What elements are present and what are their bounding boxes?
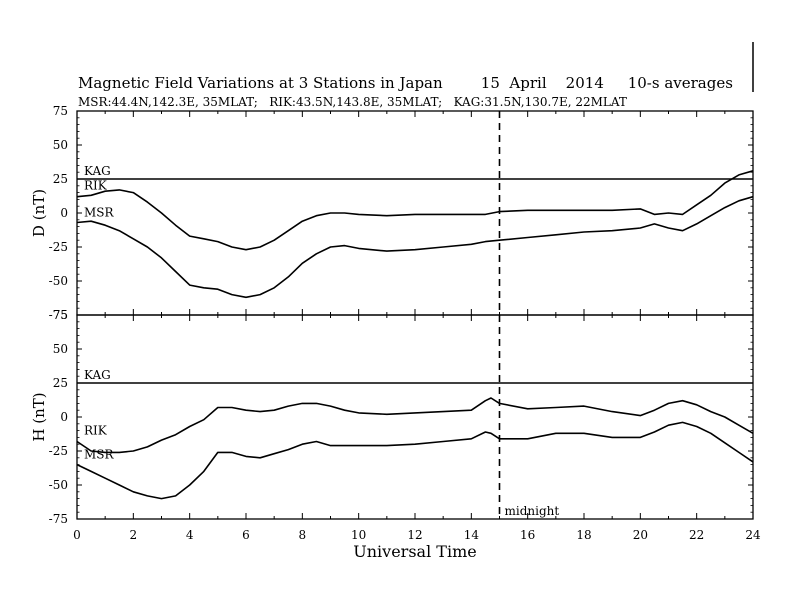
x-tick-label: 10 xyxy=(351,528,366,542)
y-tick-label: -75 xyxy=(49,308,68,322)
series-label-msr: MSR xyxy=(84,448,115,462)
chart-title: Magnetic Field Variations at 3 Stations … xyxy=(78,74,733,92)
series-label-msr: MSR xyxy=(84,206,115,220)
x-tick-label: 22 xyxy=(689,528,704,542)
y-tick-label: 75 xyxy=(53,104,68,118)
x-tick-label: 4 xyxy=(186,528,194,542)
x-tick-label: 2 xyxy=(130,528,138,542)
y-tick-label: 0 xyxy=(60,206,68,220)
x-tick-label: 16 xyxy=(520,528,535,542)
x-tick-label: 20 xyxy=(633,528,648,542)
series-label-rik: RIK xyxy=(84,179,108,193)
midnight-annotation: midnight xyxy=(505,504,560,518)
x-tick-label: 8 xyxy=(299,528,307,542)
series-label-rik: RIK xyxy=(84,423,108,437)
series-line-rik xyxy=(76,170,754,251)
y-tick-label: -25 xyxy=(49,240,68,254)
y-tick-label: 50 xyxy=(53,138,68,152)
x-axis-label: Universal Time xyxy=(353,542,476,561)
panel-frame xyxy=(76,314,754,520)
series-line-msr xyxy=(76,421,754,500)
x-tick-label: 6 xyxy=(242,528,250,542)
chart-subtitle: MSR:44.4N,142.3E, 35MLAT; RIK:43.5N,143.… xyxy=(78,95,627,109)
x-tick-label: 18 xyxy=(576,528,591,542)
y-tick-label: 75 xyxy=(53,308,68,322)
x-tick-label: 12 xyxy=(407,528,422,542)
y-tick-label: 25 xyxy=(53,376,68,390)
y-tick-label: -25 xyxy=(49,444,68,458)
series-line-msr xyxy=(76,195,754,299)
y-tick-label: -50 xyxy=(49,274,68,288)
y-axis-label: D (nT) xyxy=(30,189,48,237)
x-tick-label: 14 xyxy=(464,528,480,542)
series-label-kag: KAG xyxy=(84,368,111,382)
x-tick-label: 24 xyxy=(745,528,761,542)
y-tick-label: 25 xyxy=(53,172,68,186)
y-tick-label: -50 xyxy=(49,478,68,492)
y-tick-label: 0 xyxy=(60,410,68,424)
y-tick-label: -75 xyxy=(49,512,68,526)
y-axis-label: H (nT) xyxy=(30,392,48,441)
series-line-rik xyxy=(76,397,754,454)
y-tick-label: 50 xyxy=(53,342,68,356)
x-tick-label: 0 xyxy=(73,528,81,542)
series-label-kag: KAG xyxy=(84,164,111,178)
